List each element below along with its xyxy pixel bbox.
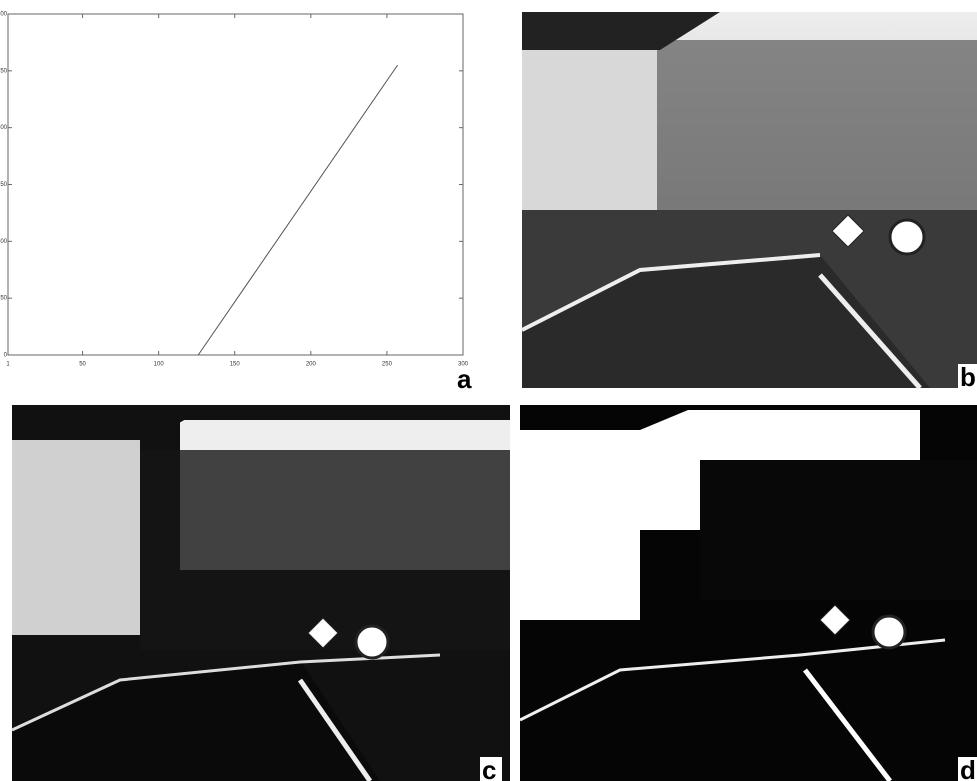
- y-tick-label: 250: [0, 68, 8, 74]
- panel-label: b: [960, 362, 976, 392]
- plot-frame: [8, 14, 463, 355]
- x-tick-label: 1: [6, 362, 10, 368]
- y-tick-label: 100: [0, 239, 8, 245]
- photo-b: [522, 12, 977, 388]
- x-tick-label: 250: [382, 362, 393, 368]
- y-tick-label: 50: [0, 296, 7, 302]
- x-tick-label: 150: [230, 362, 241, 368]
- x-tick-label: 200: [306, 362, 317, 368]
- y-tick-label: 200: [0, 125, 8, 131]
- y-tick-label: 150: [0, 182, 8, 188]
- photo-d: [520, 405, 977, 781]
- panel-label: a: [457, 364, 472, 394]
- panel-label: c: [482, 755, 496, 781]
- panel-label: d: [960, 755, 976, 781]
- x-tick-label: 100: [154, 362, 165, 368]
- y-tick-label: 300: [0, 12, 8, 18]
- figure: 050100150200250300150100150200250300abcd: [0, 0, 977, 781]
- y-tick-label: 0: [4, 353, 8, 359]
- x-tick-label: 50: [79, 362, 86, 368]
- photo-c: [12, 405, 510, 781]
